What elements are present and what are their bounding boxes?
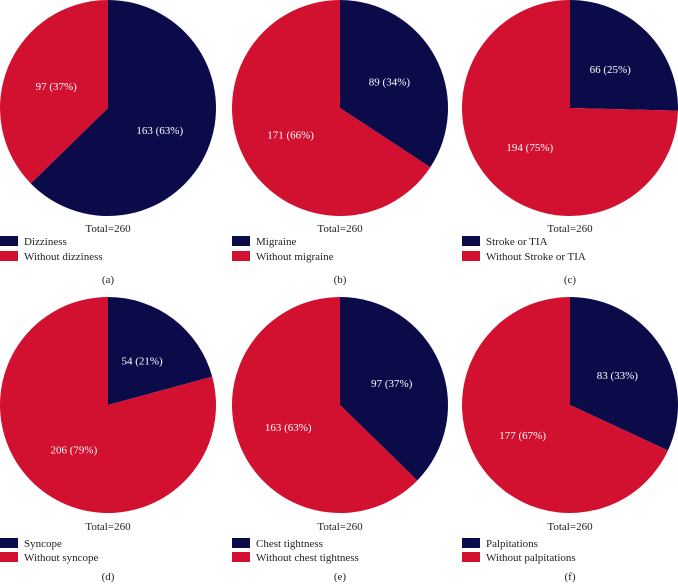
pie-slice-with-2: [340, 0, 448, 168]
slice-value-label: 83 (33%): [597, 370, 639, 382]
total-label: Total=260: [317, 223, 363, 235]
slice-value-label: 54 (21%): [121, 355, 163, 367]
legend-swatch: [462, 236, 480, 246]
slice-value-label: 89 (34%): [369, 76, 411, 88]
legend-swatch: [462, 251, 480, 261]
slice-value-label: 163 (63%): [265, 422, 312, 434]
legend-entry: Without migraine: [256, 251, 334, 263]
legend-entry: Migraine: [256, 236, 296, 248]
legend-entry: Chest tightness: [256, 538, 323, 550]
slice-value-label: 206 (79%): [51, 445, 98, 457]
slice-value-label: 177 (67%): [499, 430, 546, 442]
legend-entry: Dizziness: [24, 236, 67, 248]
legend-swatch: [0, 236, 18, 246]
legend-entry: Palpitations: [486, 538, 538, 550]
panel-label: (e): [334, 571, 347, 583]
total-label: Total=260: [547, 521, 593, 533]
legend-swatch: [0, 538, 18, 548]
pie-slice-without-1: [0, 0, 108, 184]
slice-value-label: 66 (25%): [590, 64, 632, 76]
legend-swatch: [232, 552, 250, 562]
pie-slice-with-3: [570, 0, 678, 111]
pie-slice-without-4: [0, 297, 217, 513]
pie-slice-without-3: [462, 0, 678, 216]
legend-entry: Without syncope: [24, 552, 99, 564]
legend-entry: Without chest tightness: [256, 552, 359, 564]
panel-label: (f): [565, 571, 576, 583]
legend-swatch: [232, 251, 250, 261]
legend-entry: Without palpitations: [486, 552, 576, 564]
total-label: Total=260: [85, 521, 131, 533]
legend-entry: Without dizziness: [24, 251, 103, 263]
pie-slice-with-6: [570, 297, 678, 451]
legend-entry: Stroke or TIA: [486, 236, 548, 248]
legend-swatch: [0, 552, 18, 562]
legend-swatch: [232, 236, 250, 246]
pie-slice-without-5: [231, 297, 418, 513]
panel-label: (c): [564, 274, 577, 286]
pie-slice-with-1: [30, 0, 217, 216]
legend-swatch: [462, 538, 480, 548]
pie-slice-with-5: [340, 297, 448, 481]
legend-swatch: [462, 552, 480, 562]
legend-entry: Without Stroke or TIA: [486, 251, 586, 263]
pie-slice-without-2: [232, 0, 431, 216]
total-label: Total=260: [547, 223, 593, 235]
pie-slice-without-6: [461, 296, 668, 513]
legend-swatch: [232, 538, 250, 548]
slice-value-label: 97 (37%): [371, 378, 413, 390]
slice-value-label: 163 (63%): [136, 125, 183, 137]
slice-value-label: 97 (37%): [36, 81, 78, 93]
panel-label: (a): [102, 274, 115, 286]
total-label: Total=260: [317, 521, 363, 533]
pie-slice-with-4: [108, 297, 213, 405]
legend-entry: Syncope: [24, 538, 62, 550]
panel-label: (d): [102, 571, 115, 583]
panel-label: (b): [334, 274, 347, 286]
slice-value-label: 194 (75%): [506, 142, 553, 154]
total-label: Total=260: [85, 223, 131, 235]
slice-value-label: 171 (66%): [267, 130, 314, 142]
legend-swatch: [0, 251, 18, 261]
